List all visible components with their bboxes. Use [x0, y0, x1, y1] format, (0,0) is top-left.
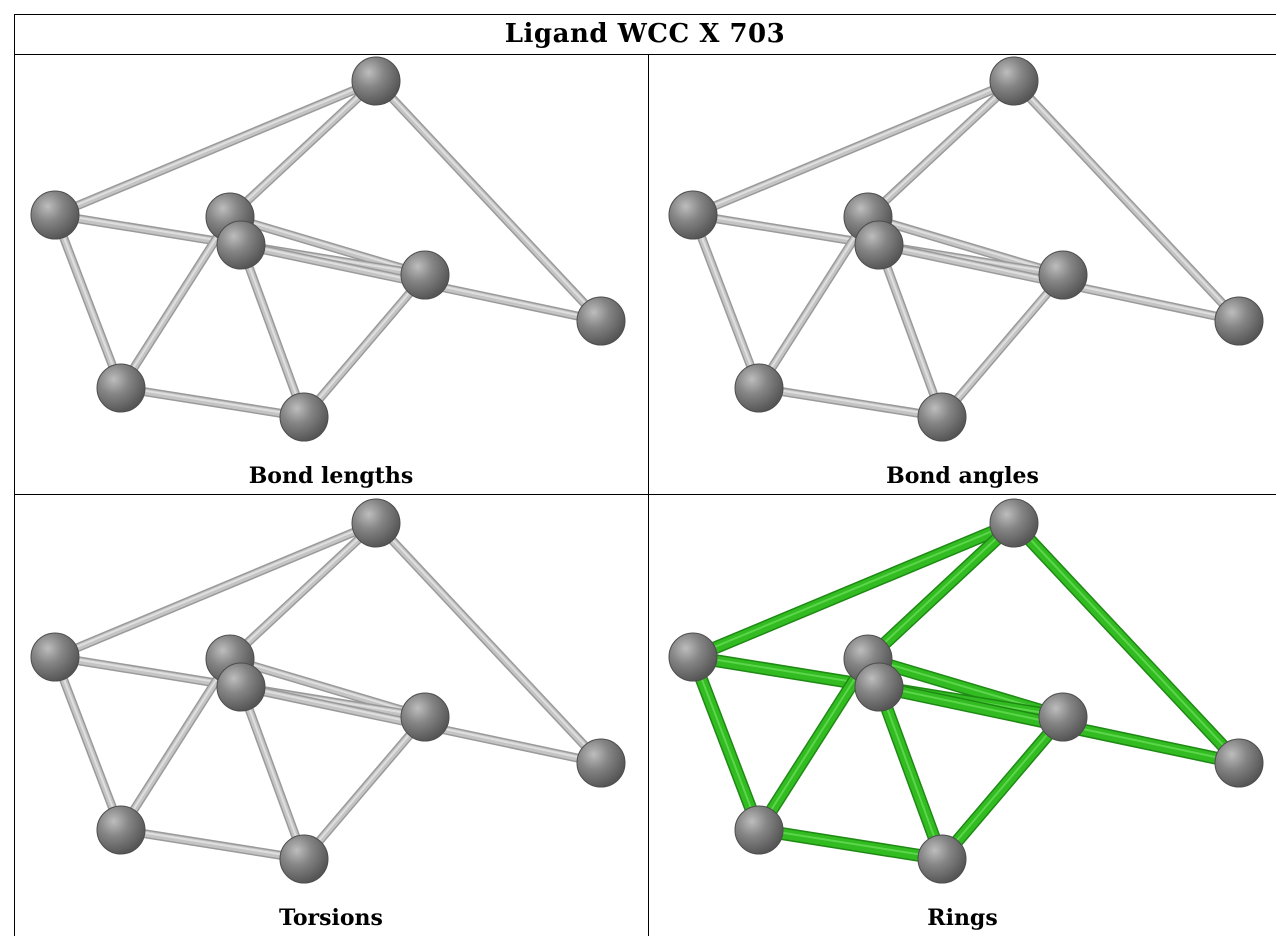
atom: [279, 392, 329, 442]
bond: [116, 212, 235, 393]
bond: [872, 680, 949, 866]
bond: [688, 76, 1019, 220]
atom: [1038, 692, 1088, 742]
atom: [576, 738, 626, 788]
atom: [854, 220, 904, 270]
bond: [1007, 516, 1246, 770]
bond: [688, 210, 764, 393]
atom: [351, 498, 401, 548]
bond: [50, 518, 381, 662]
atom: [668, 632, 718, 682]
atom: [734, 805, 784, 855]
bond: [935, 710, 1070, 866]
column-divider: [648, 54, 649, 936]
bond: [50, 210, 246, 250]
molecule-view: [30, 56, 626, 442]
bond: [686, 650, 766, 837]
panel-caption: Rings: [927, 905, 998, 931]
atom: [668, 190, 718, 240]
bond: [688, 210, 884, 250]
molecule-view: [668, 56, 1264, 442]
panel-bond-lengths: Bond lengths: [15, 55, 647, 493]
molecule-view: [668, 498, 1264, 884]
panel-torsions: Torsions: [15, 495, 647, 936]
bond: [752, 652, 875, 837]
atom: [576, 296, 626, 346]
bond: [299, 270, 430, 422]
bond: [116, 654, 235, 835]
row-divider: [14, 494, 1276, 495]
bond: [752, 823, 949, 866]
atom: [1038, 250, 1088, 300]
atom: [1214, 738, 1264, 788]
bond: [236, 240, 309, 422]
bond: [50, 210, 126, 393]
atom: [989, 56, 1039, 106]
atom: [96, 363, 146, 413]
bond: [50, 76, 381, 220]
bond: [371, 76, 606, 326]
atom: [351, 56, 401, 106]
bond: [874, 240, 947, 422]
title-row: Ligand WCC X 703: [14, 14, 1276, 55]
atom: [96, 805, 146, 855]
bond: [236, 682, 309, 864]
atom: [216, 220, 266, 270]
bond: [754, 383, 947, 422]
bond: [299, 712, 430, 864]
bond: [863, 76, 1019, 222]
panel-caption: Bond lengths: [248, 463, 414, 489]
panel-caption: Bond angles: [886, 463, 1039, 489]
bond: [50, 652, 246, 692]
bond: [1009, 76, 1244, 326]
panel-caption: Torsions: [279, 905, 383, 931]
panel-bond-angles: Bond angles: [649, 55, 1276, 493]
figure-title: Ligand WCC X 703: [504, 19, 786, 49]
atom: [30, 190, 80, 240]
atom: [30, 632, 80, 682]
atom: [917, 834, 967, 884]
bond: [116, 383, 309, 422]
panel-rings: Rings: [649, 495, 1276, 936]
bond: [937, 270, 1068, 422]
table-frame: [14, 14, 1276, 936]
atom: [989, 498, 1039, 548]
bond: [371, 518, 606, 768]
bond: [225, 518, 381, 664]
bond: [116, 825, 309, 864]
atom: [216, 662, 266, 712]
atom: [854, 662, 904, 712]
atom: [400, 250, 450, 300]
atom: [279, 834, 329, 884]
bond: [225, 76, 381, 222]
bond: [50, 652, 126, 835]
bond: [754, 212, 873, 393]
atom: [917, 392, 967, 442]
bond: [861, 516, 1021, 666]
molecule-view: [30, 498, 626, 884]
bond: [686, 516, 1021, 664]
atom: [400, 692, 450, 742]
atom: [1214, 296, 1264, 346]
atom: [734, 363, 784, 413]
